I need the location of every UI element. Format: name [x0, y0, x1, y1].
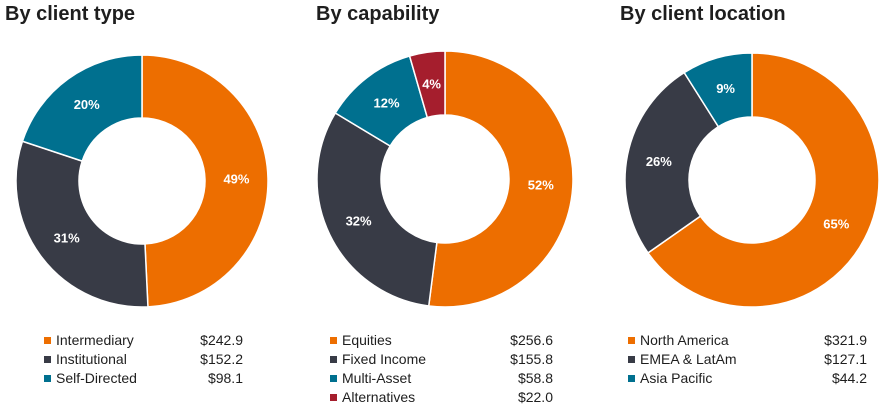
legend-client-type: Intermediary $242.9 Institutional $152.2… [44, 331, 243, 388]
donut-slice-self-directed [21, 54, 143, 163]
slice-percent-label-self-directed: 20% [74, 97, 100, 112]
donut-slice-emea-latam [624, 71, 720, 254]
legend-label: Equities [342, 332, 392, 348]
donut-slice-asia-pacific [683, 52, 753, 128]
chart-panel-capability: By capability 52% 32% 12% 4% Equities $256.… [298, 0, 594, 410]
legend-label: EMEA & LatAm [640, 351, 737, 367]
donut-chart-capability: 52% 32% 12% 4% [316, 50, 574, 308]
legend-item: Asia Pacific $44.2 [628, 369, 867, 388]
legend-item: Intermediary $242.9 [44, 331, 243, 350]
chart-panel-client-type: By client type 49% 31% 20% Intermediary $2… [0, 0, 296, 410]
legend-swatch [628, 337, 635, 344]
legend-item: EMEA & LatAm $127.1 [628, 350, 867, 369]
legend-swatch [330, 375, 337, 382]
chart-title: By capability [316, 3, 440, 25]
slice-percent-label-intermediary: 49% [223, 171, 249, 186]
donut-slice-fixed-income [316, 112, 438, 307]
legend-item: Alternatives $22.0 [330, 388, 553, 407]
legend-swatch [628, 375, 635, 382]
legend-capability: Equities $256.6 Fixed Income $155.8 Mult… [330, 331, 553, 407]
donut-chart-client-location: 65% 26% 9% [624, 52, 880, 308]
legend-swatch [628, 356, 635, 363]
donut-slice-north-america [646, 52, 880, 308]
legend-value: $152.2 [200, 351, 243, 367]
slice-percent-label-fixed-income: 32% [346, 213, 372, 228]
legend-item: Fixed Income $155.8 [330, 350, 553, 369]
legend-value: $242.9 [200, 332, 243, 348]
legend-value: $321.9 [824, 332, 867, 348]
donut-slice-alternatives [408, 50, 446, 119]
legend-value: $155.8 [510, 351, 553, 367]
legend-swatch [44, 337, 51, 344]
legend-label: Institutional [56, 351, 127, 367]
donut-slice-intermediary [141, 54, 269, 308]
legend-label: Intermediary [56, 332, 134, 348]
slice-percent-label-equities: 52% [528, 178, 554, 193]
legend-value: $22.0 [517, 389, 553, 405]
legend-item: Institutional $152.2 [44, 350, 243, 369]
legend-item: Multi-Asset $58.8 [330, 369, 553, 388]
slice-percent-label-institutional: 31% [54, 231, 80, 246]
slice-percent-label-emea-latam: 26% [646, 154, 672, 169]
slice-percent-label-north-america: 65% [823, 216, 849, 231]
slice-percent-label-alternatives: 4% [422, 76, 441, 91]
chart-title: By client location [620, 3, 786, 25]
legend-value: $58.8 [517, 370, 553, 386]
legend-swatch [44, 375, 51, 382]
legend-value: $256.6 [510, 332, 553, 348]
donut-slice-equities [427, 50, 574, 308]
legend-swatch [44, 356, 51, 363]
legend-label: North America [640, 332, 729, 348]
legend-item: North America $321.9 [628, 331, 867, 350]
legend-value: $44.2 [831, 370, 867, 386]
legend-value: $98.1 [207, 370, 243, 386]
legend-value: $127.1 [824, 351, 867, 367]
legend-label: Alternatives [342, 389, 416, 405]
legend-item: Self-Directed $98.1 [44, 369, 243, 388]
legend-swatch [330, 394, 337, 401]
slice-percent-label-asia-pacific: 9% [716, 81, 735, 96]
slice-percent-label-multi-asset: 12% [374, 95, 400, 110]
legend-label: Fixed Income [342, 351, 427, 367]
donut-slice-institutional [15, 140, 149, 308]
legend-item: Equities $256.6 [330, 331, 553, 350]
legend-label: Asia Pacific [640, 370, 713, 386]
chart-panel-client-location: By client location 65% 26% 9% North Americ… [594, 0, 890, 410]
legend-client-location: North America $321.9 EMEA & LatAm $127.1… [628, 331, 867, 388]
legend-label: Multi-Asset [342, 370, 412, 386]
legend-swatch [330, 356, 337, 363]
donut-chart-client-type: 49% 31% 20% [15, 54, 269, 308]
legend-swatch [330, 337, 337, 344]
chart-title: By client type [5, 3, 136, 25]
legend-label: Self-Directed [56, 370, 137, 386]
